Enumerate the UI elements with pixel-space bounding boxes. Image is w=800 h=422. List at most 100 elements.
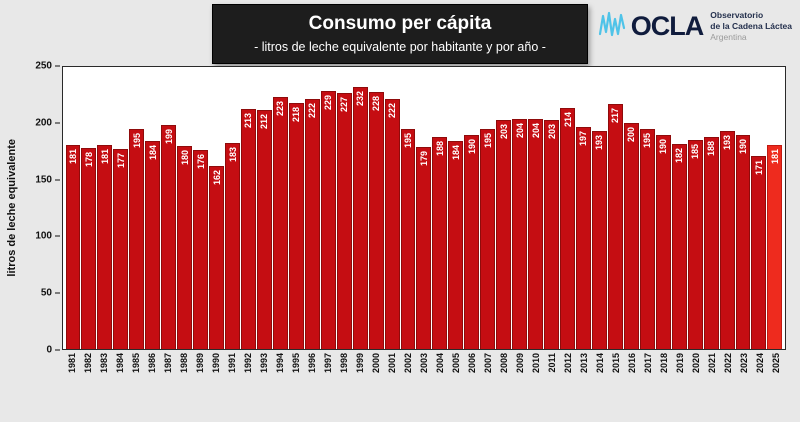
bar-value-label: 188	[434, 140, 445, 156]
x-tick-1989: 1989	[195, 353, 205, 374]
x-tick-1982: 1982	[83, 353, 93, 374]
bar-1995: 218	[288, 103, 304, 349]
bar-2006: 190	[464, 134, 480, 349]
bar-1987: 199	[161, 124, 177, 349]
x-tick-2018: 2018	[659, 353, 669, 374]
x-axis-labels: 1981 1982 1983 1984 1985 1986 1987 1988 1989 1990…	[62, 353, 786, 401]
bar-value-label: 227	[339, 96, 350, 112]
bar-2012: 214	[560, 107, 575, 349]
y-tick-100: 100	[35, 231, 60, 242]
x-tick-2024: 2024	[755, 353, 765, 374]
bar-2003: 179	[416, 147, 432, 349]
x-tick-1985: 1985	[131, 353, 141, 374]
logo-description: Observatorio de la Cadena Láctea Argenti…	[707, 10, 792, 43]
bar-value-label: 190	[738, 138, 748, 154]
bar-2022: 193	[719, 131, 735, 349]
y-tick-50: 50	[41, 288, 60, 299]
x-tick-2020: 2020	[691, 353, 701, 374]
x-tick-2016: 2016	[627, 353, 637, 374]
bar-2018: 190	[655, 134, 671, 349]
bar-1988: 180	[177, 145, 193, 349]
logo-wordmark: OCLA	[630, 11, 704, 42]
bar-2021: 188	[703, 136, 719, 349]
x-tick-2005: 2005	[451, 353, 461, 374]
x-tick-2022: 2022	[723, 353, 733, 374]
bar-value-label: 213	[243, 112, 254, 128]
bar-value-label: 203	[498, 124, 509, 140]
chart-title-box: Consumo per cápita - litros de leche equ…	[212, 4, 588, 64]
bar-2011: 203	[544, 120, 560, 349]
x-tick-2010: 2010	[531, 353, 541, 374]
bar-value-label: 217	[610, 108, 621, 124]
bar-value-label: 203	[546, 124, 557, 140]
bar-value-label: 229	[323, 94, 334, 110]
bar-value-label: 181	[99, 148, 110, 164]
bar-value-label: 178	[83, 152, 94, 168]
bar-value-label: 193	[722, 135, 733, 151]
bar-value-label: 204	[530, 122, 541, 138]
bar-value-label: 195	[642, 133, 653, 149]
bar-1998: 227	[336, 92, 352, 349]
ocla-logo: OCLA Observatorio de la Cadena Láctea Ar…	[597, 10, 792, 43]
x-tick-2017: 2017	[643, 353, 653, 374]
x-tick-2004: 2004	[435, 353, 445, 374]
x-tick-1984: 1984	[115, 353, 125, 374]
bar-value-label: 185	[690, 144, 701, 160]
x-tick-1987: 1987	[163, 353, 173, 374]
bar-value-label: 214	[562, 111, 573, 127]
bar-value-label: 162	[211, 170, 222, 186]
x-tick-2025: 2025	[771, 353, 781, 374]
bar-2016: 200	[623, 123, 639, 349]
bar-value-label: 171	[753, 160, 764, 176]
bar-2009: 204	[512, 118, 528, 349]
bar-1985: 195	[129, 129, 145, 349]
bar-2002: 195	[400, 129, 416, 349]
bar-value-label: 218	[291, 107, 302, 123]
bar-2017: 195	[639, 129, 655, 349]
x-tick-2023: 2023	[739, 353, 749, 374]
x-tick-2008: 2008	[499, 353, 509, 374]
bar-value-label: 181	[67, 148, 78, 164]
bar-value-label: 184	[450, 145, 461, 161]
bar-1989: 176	[193, 150, 209, 349]
bar-1981: 181	[65, 144, 81, 349]
y-tick-150: 150	[35, 174, 60, 185]
bar-2020: 185	[687, 140, 703, 349]
bar-series: 181 178 181 177 195 184 199 180 176 162 183 213 212 2…	[63, 67, 785, 349]
bar-value-label: 195	[131, 133, 142, 149]
bar-value-label: 222	[307, 102, 318, 118]
bar-value-label: 176	[195, 154, 206, 170]
bar-2000: 228	[368, 91, 384, 349]
x-tick-2012: 2012	[563, 353, 573, 374]
bar-1991: 183	[225, 142, 240, 349]
bar-2001: 222	[384, 98, 400, 349]
x-tick-1992: 1992	[243, 353, 253, 374]
x-tick-1981: 1981	[67, 353, 77, 374]
x-tick-2009: 2009	[515, 353, 525, 374]
x-tick-2007: 2007	[483, 353, 493, 374]
bar-2013: 197	[576, 126, 591, 349]
x-tick-1998: 1998	[339, 353, 349, 374]
bar-1996: 222	[304, 98, 320, 349]
x-tick-2019: 2019	[675, 353, 685, 374]
bar-value-label: 195	[402, 133, 413, 149]
y-tick-250: 250	[35, 61, 60, 72]
bar-value-label: 199	[163, 128, 174, 144]
bar-2005: 184	[448, 141, 464, 349]
x-tick-1995: 1995	[291, 353, 301, 374]
bar-value-label: 232	[355, 91, 366, 107]
x-tick-1999: 1999	[355, 353, 365, 374]
bar-value-label: 197	[578, 130, 589, 146]
bar-value-label: 212	[259, 113, 270, 129]
bar-value-label: 223	[275, 101, 286, 117]
x-tick-2001: 2001	[387, 353, 397, 374]
bar-2007: 195	[480, 129, 496, 349]
bar-1997: 229	[320, 90, 336, 349]
x-tick-1990: 1990	[211, 353, 221, 374]
bar-1994: 223	[272, 97, 288, 349]
bar-2019: 182	[671, 143, 687, 349]
waveform-icon	[597, 10, 627, 43]
bar-value-label: 179	[418, 151, 429, 167]
bar-2024: 171	[751, 156, 767, 349]
bar-2025: 181	[767, 144, 783, 349]
